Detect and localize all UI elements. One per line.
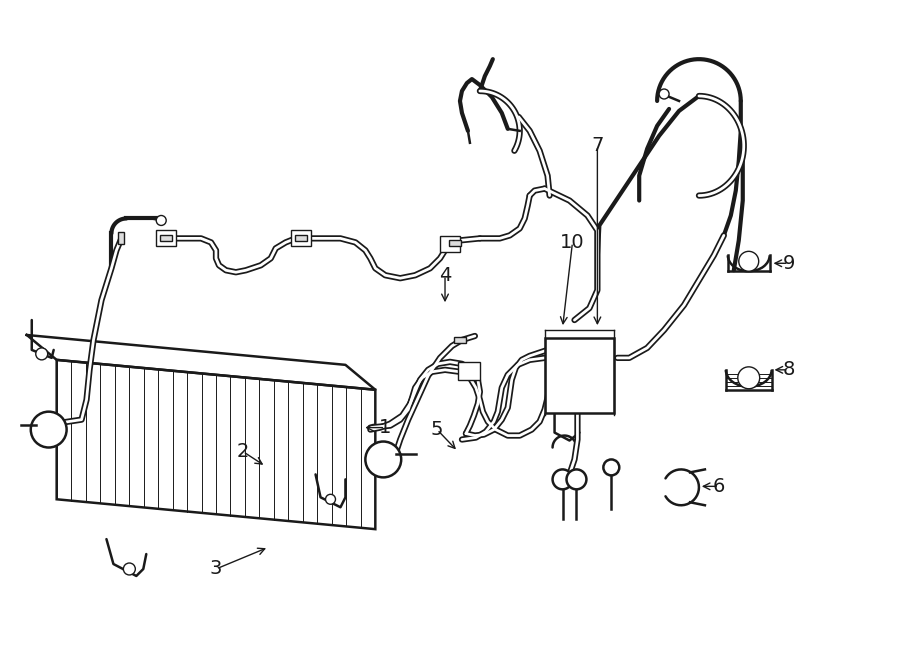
Text: 5: 5 [431, 420, 444, 439]
Circle shape [123, 563, 135, 575]
Text: 6: 6 [713, 477, 725, 496]
Text: 1: 1 [379, 418, 392, 437]
Text: 8: 8 [782, 360, 795, 379]
Circle shape [157, 215, 166, 225]
FancyBboxPatch shape [291, 231, 310, 247]
Circle shape [31, 412, 67, 447]
Text: 3: 3 [210, 559, 222, 578]
FancyBboxPatch shape [119, 233, 124, 245]
Circle shape [326, 494, 336, 504]
Circle shape [738, 367, 760, 389]
Circle shape [659, 89, 669, 99]
FancyBboxPatch shape [294, 235, 307, 241]
FancyBboxPatch shape [449, 241, 461, 247]
FancyBboxPatch shape [440, 237, 460, 253]
Text: 10: 10 [560, 233, 585, 252]
Polygon shape [27, 335, 375, 390]
Text: 2: 2 [237, 442, 249, 461]
FancyBboxPatch shape [458, 362, 480, 380]
Circle shape [603, 459, 619, 475]
Circle shape [36, 348, 48, 360]
FancyBboxPatch shape [544, 338, 615, 412]
FancyBboxPatch shape [157, 231, 176, 247]
Polygon shape [57, 360, 375, 529]
Circle shape [739, 251, 759, 271]
Text: 9: 9 [782, 254, 795, 273]
FancyBboxPatch shape [160, 235, 172, 241]
Text: 7: 7 [591, 136, 604, 155]
FancyBboxPatch shape [454, 337, 466, 343]
Circle shape [365, 442, 401, 477]
Text: 4: 4 [439, 266, 451, 285]
Circle shape [553, 469, 572, 489]
Circle shape [566, 469, 587, 489]
